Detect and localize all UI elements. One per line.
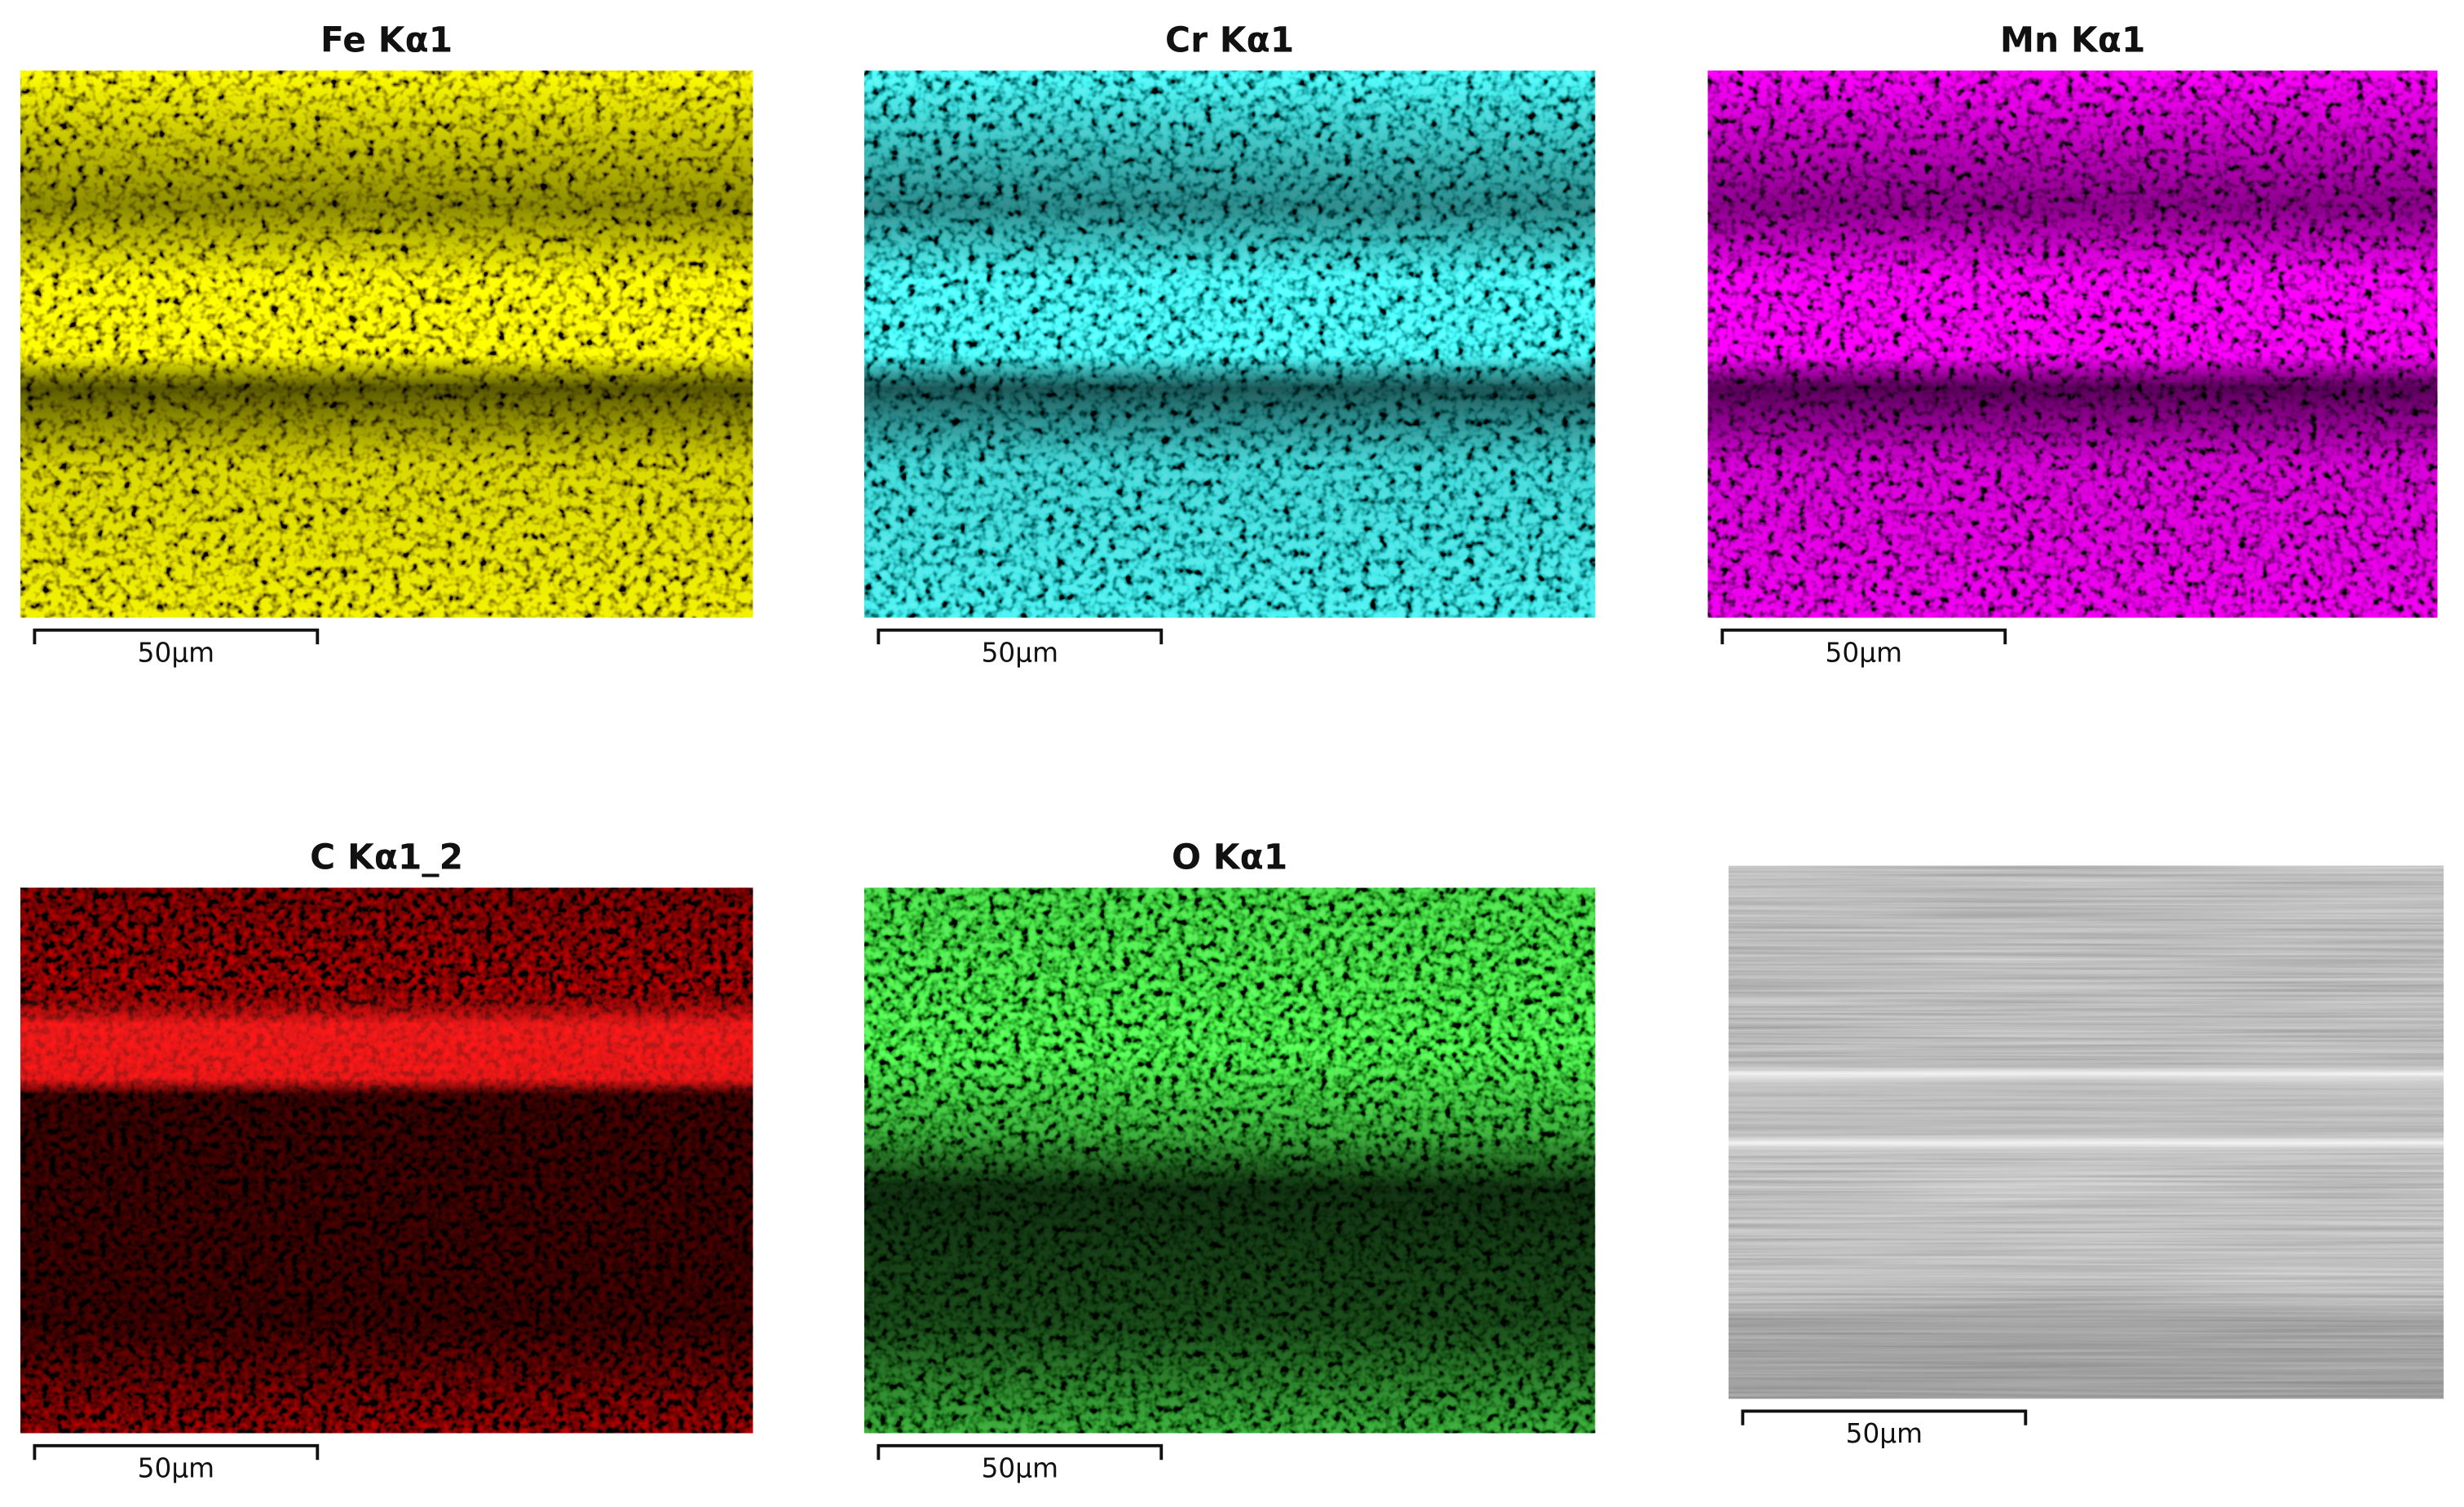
panel-title: Fe Kα1 bbox=[320, 20, 453, 60]
panel-title: O Kα1 bbox=[1172, 837, 1287, 877]
map-shading bbox=[20, 887, 753, 1434]
scale-label: 50µm bbox=[138, 1452, 214, 1483]
map-shading bbox=[20, 70, 753, 618]
scale-bar bbox=[33, 628, 320, 645]
scale-bar bbox=[33, 1443, 320, 1461]
scale-label: 50µm bbox=[138, 637, 214, 668]
scale-bar bbox=[877, 1443, 1164, 1461]
map-shading bbox=[1707, 70, 2438, 618]
scale-label: 50µm bbox=[1846, 1418, 1923, 1449]
panel-title: Mn Kα1 bbox=[2000, 20, 2146, 60]
map-shading bbox=[1729, 865, 2444, 1399]
scale-bar bbox=[1720, 628, 2007, 645]
scale-bar bbox=[877, 628, 1164, 645]
map-shading bbox=[864, 887, 1596, 1434]
panel-title: C Kα1_2 bbox=[310, 837, 463, 877]
panel-title: Cr Kα1 bbox=[1165, 20, 1294, 60]
map-shading bbox=[864, 70, 1596, 618]
scale-label: 50µm bbox=[982, 1452, 1058, 1483]
scale-label: 50µm bbox=[982, 637, 1058, 668]
scale-bar bbox=[1741, 1409, 2028, 1425]
scale-label: 50µm bbox=[1826, 637, 1902, 668]
